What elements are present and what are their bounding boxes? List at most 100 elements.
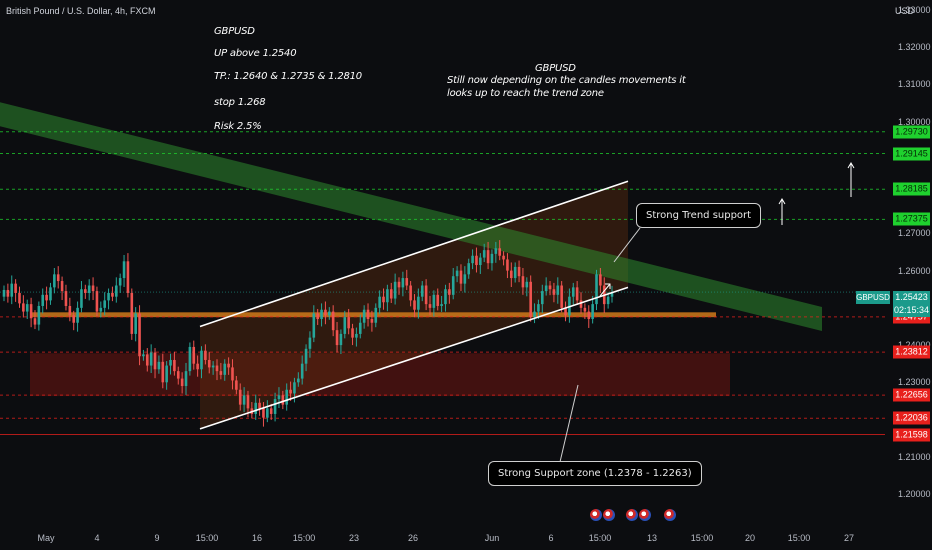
candle-body bbox=[606, 296, 610, 305]
y-tick-label: 1.23000 bbox=[898, 377, 931, 388]
axis-currency: USD bbox=[895, 6, 915, 16]
candle-countdown: 02:15:34 bbox=[893, 305, 930, 315]
support-zone-callout[interactable]: Strong Support zone (1.2378 - 1.2263) bbox=[488, 461, 702, 486]
candle-body bbox=[14, 283, 17, 293]
x-tick-label: 13 bbox=[646, 533, 658, 543]
candle-body bbox=[258, 402, 261, 409]
candle-body bbox=[343, 317, 347, 334]
trend-support-callout[interactable]: Strong Trend support bbox=[636, 203, 762, 228]
candle-body bbox=[463, 274, 467, 284]
candle-body bbox=[575, 287, 579, 301]
candle-body bbox=[192, 346, 196, 364]
candle-body bbox=[540, 291, 544, 305]
candle-body bbox=[22, 303, 25, 312]
trade-line-4: stop 1.268 bbox=[214, 97, 266, 108]
candle-body bbox=[420, 285, 424, 297]
candle-body bbox=[134, 313, 137, 334]
candle-body bbox=[184, 371, 188, 387]
candle-body bbox=[269, 408, 273, 414]
candle-body bbox=[64, 291, 68, 306]
event-flags-1[interactable] bbox=[590, 509, 616, 523]
candle-body bbox=[60, 281, 64, 292]
candle-body bbox=[297, 378, 300, 383]
note-line-1: Still now depending on the candles movem… bbox=[447, 75, 686, 86]
candle-body bbox=[366, 309, 370, 320]
trade-line-5: Risk 2.5% bbox=[214, 121, 262, 132]
candle-body bbox=[595, 274, 598, 305]
candle-body bbox=[145, 354, 149, 366]
candle-body bbox=[459, 270, 463, 284]
candle-body bbox=[513, 266, 517, 279]
candle-body bbox=[157, 361, 161, 370]
candle-body bbox=[591, 304, 594, 320]
flag-icon[interactable] bbox=[626, 509, 638, 521]
price-level-label: 1.29730 bbox=[893, 125, 930, 139]
candle-body bbox=[320, 309, 323, 320]
candle-body bbox=[300, 363, 304, 379]
event-flags-3[interactable] bbox=[664, 509, 677, 523]
candle-body bbox=[537, 304, 540, 312]
price-level-label: 1.21598 bbox=[893, 428, 930, 441]
candle-body bbox=[200, 350, 203, 370]
candle-body bbox=[176, 371, 180, 379]
chart-title: British Pound / U.S. Dollar, 4h, FXCM bbox=[6, 6, 156, 16]
candle-body bbox=[2, 289, 6, 297]
candle-body bbox=[312, 313, 316, 338]
candle-body bbox=[552, 289, 556, 295]
candle-body bbox=[115, 285, 118, 297]
candle-body bbox=[440, 304, 443, 306]
x-tick-label: 23 bbox=[348, 533, 360, 543]
up-arrow-1-head bbox=[778, 198, 786, 205]
channel-upper-line bbox=[199, 180, 629, 328]
candle-body bbox=[149, 352, 153, 366]
trade-line-1: GBPUSD bbox=[214, 26, 255, 37]
y-tick-label: 1.24000 bbox=[898, 340, 931, 350]
up-arrow-2-head bbox=[847, 162, 855, 169]
flag-icon[interactable] bbox=[639, 509, 651, 521]
candle-body bbox=[173, 359, 176, 372]
flag-icon[interactable] bbox=[590, 509, 602, 521]
candle-body bbox=[246, 395, 250, 409]
candle-body bbox=[180, 378, 184, 387]
candle-body bbox=[207, 359, 211, 368]
candle-body bbox=[409, 285, 412, 301]
candle-body bbox=[56, 274, 60, 282]
candle-body bbox=[386, 289, 389, 303]
candle-body bbox=[80, 289, 83, 308]
candle-body bbox=[107, 292, 110, 301]
x-tick-label: 20 bbox=[744, 533, 756, 543]
current-price-label: 1.25423 02:15:34 bbox=[893, 291, 930, 317]
candle-body bbox=[378, 296, 381, 308]
candle-body bbox=[490, 253, 494, 264]
support-callout-pointer bbox=[559, 384, 579, 463]
small-arrow bbox=[599, 283, 611, 297]
candle-body bbox=[370, 319, 374, 323]
price-level-label: 1.27375 bbox=[893, 212, 930, 226]
candle-body bbox=[521, 276, 525, 288]
candle-body bbox=[327, 311, 331, 316]
flag-icon[interactable] bbox=[664, 509, 676, 521]
x-tick-label: 15:00 bbox=[690, 533, 714, 543]
candle-body bbox=[510, 270, 513, 279]
event-flags-2[interactable] bbox=[626, 509, 652, 523]
candle-body bbox=[285, 389, 289, 405]
candle-body bbox=[142, 354, 145, 357]
candle-body bbox=[130, 292, 134, 334]
price-level-label: 1.29145 bbox=[893, 147, 930, 161]
y-tick-label: 1.20000 bbox=[898, 489, 931, 499]
candle-body bbox=[99, 307, 103, 312]
price-level-label: 1.23812 bbox=[893, 345, 930, 359]
channel-lower-line bbox=[199, 286, 629, 430]
x-tick-label: Jun bbox=[484, 533, 500, 543]
candle-body bbox=[84, 289, 87, 293]
flag-icon[interactable] bbox=[603, 509, 615, 521]
candle-body bbox=[29, 304, 33, 319]
candle-body bbox=[118, 278, 122, 286]
candle-body bbox=[529, 281, 532, 318]
candle-body bbox=[87, 285, 91, 293]
y-tick-label: 1.27000 bbox=[898, 228, 931, 239]
trend-callout-pointer bbox=[613, 227, 641, 263]
candle-body bbox=[405, 278, 409, 286]
candle-body bbox=[227, 363, 230, 368]
